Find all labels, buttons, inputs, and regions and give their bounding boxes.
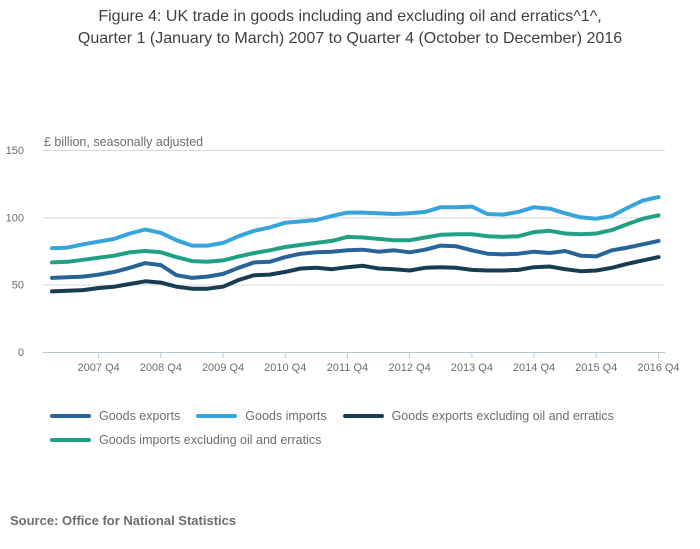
series-line-1 <box>50 195 661 251</box>
legend-item-goods-exports: Goods exports <box>50 409 180 423</box>
legend-swatch-goods-exports-excluding <box>342 414 384 418</box>
legend-item-goods-imports: Goods imports <box>196 409 327 423</box>
y-tick-label-50: 50 <box>12 280 24 292</box>
legend-swatch-goods-exports <box>50 414 91 418</box>
legend-label-goods-exports: Goods exports <box>99 409 181 423</box>
series-line-0 <box>50 238 661 280</box>
x-tick-label: 2011 Q4 <box>327 362 368 374</box>
x-tick-label: 2016 Q4 <box>637 362 679 374</box>
x-tick-label: 2010 Q4 <box>264 362 306 374</box>
x-tick-label: 2015 Q4 <box>575 362 617 374</box>
series-line-2 <box>50 255 661 294</box>
legend-swatch-goods-imports-excluding <box>50 438 91 442</box>
y-tick-label-0: 0 <box>18 347 24 359</box>
legend-label-goods-exports-excluding: Goods exports excluding oil and erratics <box>391 409 614 423</box>
legend-row-2: Goods imports excluding oil and erratics <box>50 433 680 447</box>
figure-title: Figure 4: UK trade in goods including an… <box>0 6 700 50</box>
legend-row-1: Goods exports Goods imports Goods export… <box>50 409 680 423</box>
x-tick-label: 2009 Q4 <box>202 362 244 374</box>
legend-label-goods-imports: Goods imports <box>245 409 327 423</box>
trade-line-chart: 0 50 100 150 £ billion, seasonally adjusted 2… <box>6 135 680 374</box>
x-tick-label: 2012 Q4 <box>389 362 431 374</box>
source-note: Source: Office for National Statistics <box>10 513 237 528</box>
y-tick-label-150: 150 <box>6 145 24 157</box>
figure-title-line-1: Figure 4: UK trade in goods including an… <box>98 8 602 25</box>
y-axis-unit-label: £ billion, seasonally adjusted <box>44 135 203 149</box>
legend-swatch-goods-imports <box>196 414 238 418</box>
legend-item-goods-imports-excluding: Goods imports excluding oil and erratics <box>50 433 321 447</box>
x-tick-label: 2013 Q4 <box>451 362 493 374</box>
figure-title-line-2: Quarter 1 (January to March) 2007 to Qua… <box>77 30 623 47</box>
chart-legend: Goods exports Goods imports Goods export… <box>50 409 680 457</box>
series-line-3 <box>50 213 661 265</box>
legend-label-goods-imports-excluding: Goods imports excluding oil and erratics <box>99 433 322 447</box>
x-tick-label: 2008 Q4 <box>140 362 182 374</box>
x-tick-label: 2007 Q4 <box>78 362 120 374</box>
x-tick-label: 2014 Q4 <box>513 362 555 374</box>
legend-item-goods-exports-excluding: Goods exports excluding oil and erratics <box>342 409 614 423</box>
y-tick-label-100: 100 <box>6 212 24 224</box>
